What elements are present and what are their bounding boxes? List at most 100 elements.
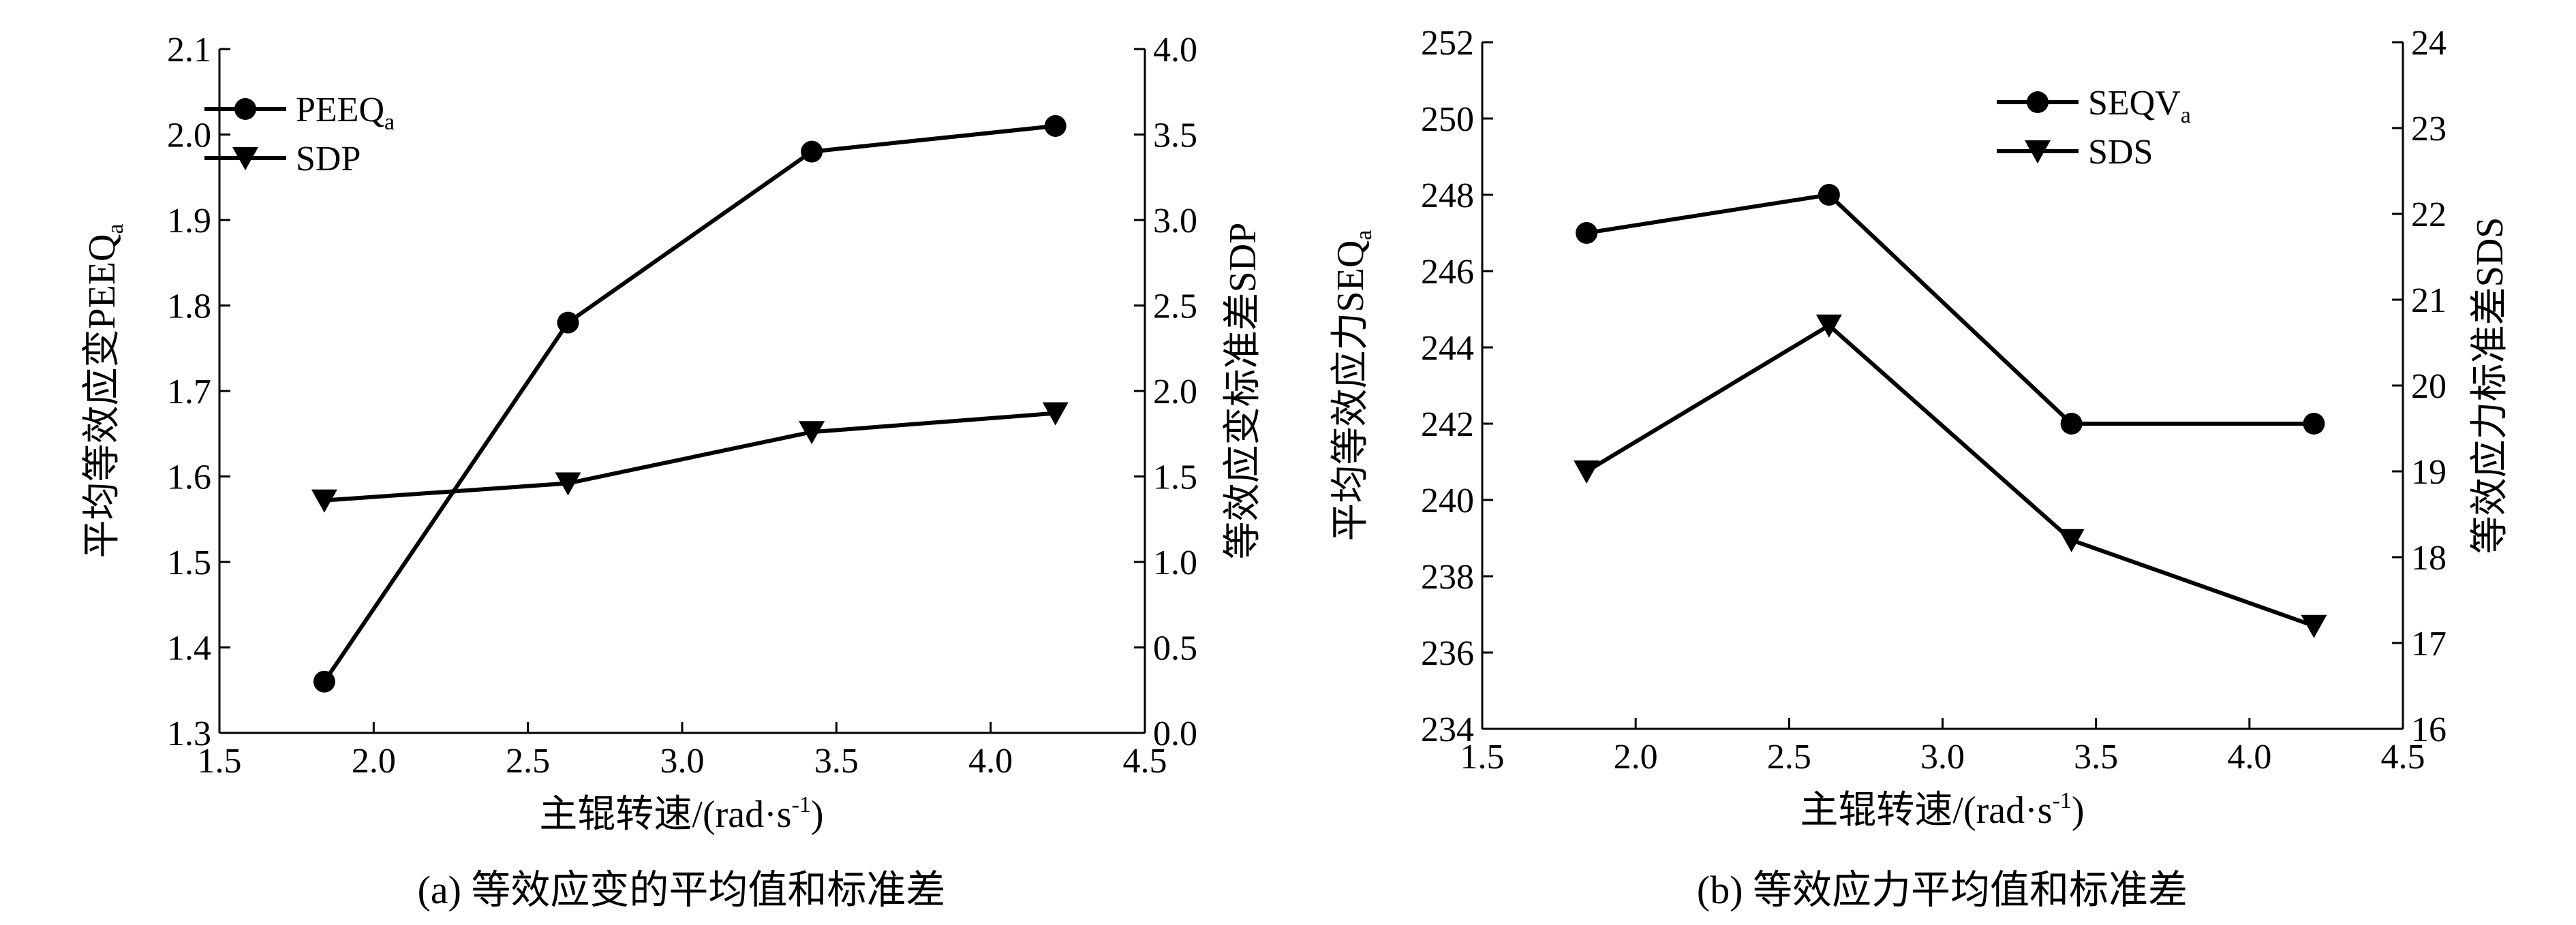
series-line-SEQVa bbox=[1586, 192, 2314, 426]
legend-entry-SEQVa: SEQVa bbox=[1997, 84, 2191, 128]
data-point-circle bbox=[1576, 222, 1598, 244]
right-y-tick-label: 17 bbox=[2411, 625, 2447, 663]
left-y-axis-title-subscript: a bbox=[1351, 230, 1377, 240]
left-y-tick-label: 248 bbox=[1421, 176, 1474, 215]
x-tick-label: 4.5 bbox=[2381, 738, 2425, 777]
legend-label-main: SDP bbox=[296, 140, 361, 178]
data-point-circle bbox=[2060, 413, 2083, 435]
series-line-PEEQa bbox=[322, 123, 1056, 683]
data-point-triangle bbox=[555, 472, 581, 496]
right-y-tick-label: 21 bbox=[2411, 281, 2447, 320]
legend-entry-SDS: SDS bbox=[1997, 133, 2153, 172]
x-tick-label: 3.5 bbox=[2074, 738, 2118, 777]
legend-label-main: PEEQ bbox=[296, 91, 384, 129]
x-tick-label: 2.0 bbox=[1614, 738, 1658, 777]
x-tick-label: 3.0 bbox=[660, 742, 705, 781]
right-y-tick-label: 3.5 bbox=[1153, 116, 1197, 155]
left-y-tick-label: 244 bbox=[1421, 329, 1474, 368]
left-y-axis-title-main: 平均等效应力SEQ bbox=[1330, 240, 1372, 542]
legend-label-main: SEQV bbox=[2088, 84, 2181, 123]
right-y-tick-label: 4.0 bbox=[1153, 31, 1197, 69]
legend-label-main: SDS bbox=[2088, 133, 2153, 172]
legend-label-subscript: a bbox=[2181, 103, 2191, 128]
legend-entry-PEEQa: PEEQa bbox=[204, 91, 395, 135]
legend-label: PEEQa bbox=[296, 91, 395, 135]
right-y-axis-title: 等效应变标准差SDP bbox=[1222, 223, 1264, 560]
data-point-triangle bbox=[1042, 402, 1069, 426]
x-tick-label: 4.0 bbox=[968, 742, 1013, 781]
left-y-tick-label: 1.9 bbox=[167, 202, 211, 240]
chart-panel-a: 1.5 2.0 2.5 3.0 3.5 4.0 4.5 1.3 1.4 1.5 1.6 1.7 1.8 1… bbox=[81, 31, 1264, 912]
x-tick-label: 2.5 bbox=[506, 742, 550, 781]
data-point-circle bbox=[1044, 114, 1067, 137]
data-point-triangle bbox=[1815, 314, 1842, 338]
data-point-triangle bbox=[1574, 460, 1600, 484]
left-y-tick-label: 236 bbox=[1421, 634, 1474, 673]
legend-label-subscript: a bbox=[384, 110, 395, 135]
data-point-circle bbox=[2303, 413, 2325, 435]
left-y-tick-label: 238 bbox=[1421, 558, 1474, 597]
x-tick-label: 1.5 bbox=[1460, 738, 1505, 777]
x-axis-title: 主辊转速/(rad·s-1) bbox=[1800, 788, 2084, 832]
legend-label: SDP bbox=[296, 140, 361, 178]
panel-caption: (a) 等效应变的平均值和标准差 bbox=[418, 868, 946, 912]
left-y-tick-label: 246 bbox=[1421, 253, 1474, 292]
series-SDS bbox=[1574, 314, 2327, 638]
data-point-triangle bbox=[311, 489, 337, 513]
x-tick-label: 4.0 bbox=[2227, 738, 2271, 777]
left-y-tick-label: 1.7 bbox=[167, 373, 211, 411]
x-tick-label: 2.5 bbox=[1767, 738, 1811, 777]
left-y-tick-label: 234 bbox=[1421, 710, 1474, 749]
x-axis-title: 主辊转速/(rad·s-1) bbox=[539, 792, 823, 836]
legend-marker-triangle bbox=[2025, 140, 2051, 163]
data-point-triangle bbox=[2058, 529, 2085, 552]
x-axis-title-main: 主辊转速/(rad·s bbox=[539, 794, 791, 836]
left-y-tick-label: 250 bbox=[1421, 100, 1474, 139]
left-y-tick-label: 242 bbox=[1421, 405, 1474, 444]
legend-marker-circle bbox=[2027, 91, 2049, 113]
legend-marker-triangle bbox=[232, 147, 258, 170]
left-y-tick-label: 1.5 bbox=[167, 544, 211, 582]
x-axis-title-superscript: -1 bbox=[792, 792, 811, 817]
right-y-axis-title: 等效应力标准差SDS bbox=[2469, 217, 2511, 554]
right-y-tick-label: 16 bbox=[2411, 710, 2447, 749]
left-y-tick-label: 1.8 bbox=[167, 287, 211, 326]
legend-marker-circle bbox=[234, 98, 256, 120]
right-y-tick-label: 22 bbox=[2411, 195, 2447, 234]
x-axis-title-superscript: -1 bbox=[2053, 788, 2072, 813]
series-SDP bbox=[311, 402, 1069, 513]
left-y-tick-label: 2.0 bbox=[167, 116, 211, 155]
right-y-tick-label: 20 bbox=[2411, 367, 2447, 406]
data-point-triangle bbox=[2301, 614, 2327, 638]
legend-label: SDS bbox=[2088, 133, 2153, 172]
data-point-triangle bbox=[799, 421, 825, 445]
x-axis-title-close: ) bbox=[811, 794, 824, 836]
right-y-tick-label: 3.0 bbox=[1153, 202, 1197, 240]
left-y-axis-title: 平均等效应力SEQa bbox=[1330, 230, 1377, 542]
chart-panel-b: 1.5 2.0 2.5 3.0 3.5 4.0 4.5 234 236 238 240 242 244 2… bbox=[1330, 24, 2511, 912]
right-y-tick-label: 2.0 bbox=[1153, 373, 1197, 411]
right-y-tick-label: 0.5 bbox=[1153, 629, 1197, 668]
legend-label: SEQVa bbox=[2088, 84, 2191, 128]
x-tick-label: 4.5 bbox=[1123, 742, 1167, 781]
right-y-tick-label: 1.5 bbox=[1153, 458, 1197, 497]
x-tick-label: 3.0 bbox=[1920, 738, 1965, 777]
left-y-tick-label: 1.4 bbox=[167, 629, 211, 668]
right-y-tick-label: 2.5 bbox=[1153, 287, 1197, 326]
right-y-tick-label: 1.0 bbox=[1153, 544, 1197, 582]
left-y-tick-label: 2.1 bbox=[167, 31, 211, 69]
x-axis-title-main: 主辊转速/(rad·s bbox=[1800, 789, 2052, 832]
x-tick-label: 3.5 bbox=[814, 742, 859, 781]
left-y-axis-title-subscript: a bbox=[103, 223, 128, 234]
x-tick-label: 2.0 bbox=[352, 742, 396, 781]
right-y-tick-label: 19 bbox=[2411, 453, 2447, 492]
series-PEEQa bbox=[313, 114, 1067, 693]
right-y-tick-label: 0.0 bbox=[1153, 715, 1197, 753]
x-tick-label: 1.5 bbox=[198, 742, 242, 781]
left-y-tick-label: 240 bbox=[1421, 482, 1474, 520]
right-y-tick-label: 18 bbox=[2411, 539, 2447, 578]
data-point-circle bbox=[557, 311, 579, 334]
data-point-circle bbox=[1818, 184, 1840, 206]
right-y-tick-label: 24 bbox=[2411, 24, 2447, 63]
